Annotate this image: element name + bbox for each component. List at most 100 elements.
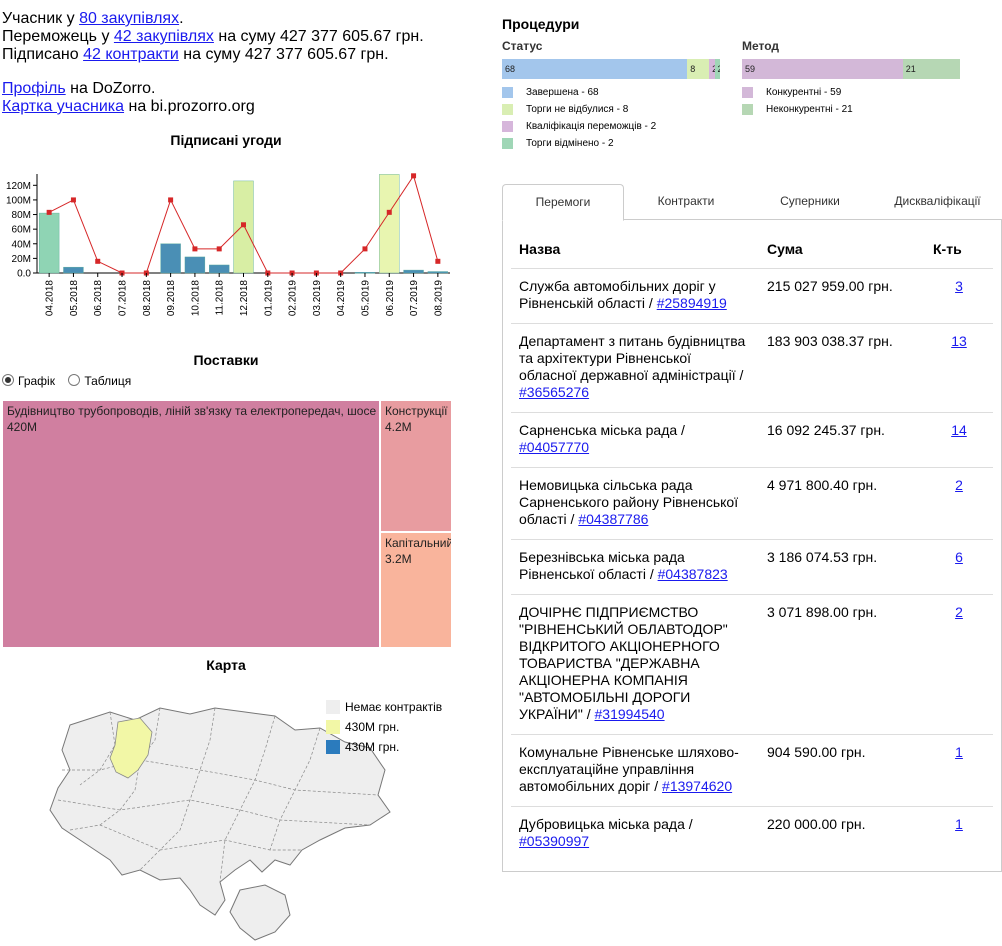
participation-link[interactable]: 80 закупівлях bbox=[79, 10, 180, 27]
signed-line-point-09.2018[interactable] bbox=[168, 197, 174, 203]
row-code-link[interactable]: #04387786 bbox=[578, 511, 649, 527]
status-bar-segment[interactable]: 8 bbox=[687, 59, 710, 79]
tab-competitors[interactable]: Суперники bbox=[780, 194, 840, 208]
row-sum: 3 071 898.00 грн. bbox=[759, 594, 925, 735]
row-code-link[interactable]: #36565276 bbox=[519, 384, 590, 400]
tab-wins[interactable]: Перемоги bbox=[502, 184, 624, 221]
y-tick-label: 0.0 bbox=[17, 269, 31, 280]
method-legend: Конкурентні - 59 Неконкурентні - 21 bbox=[742, 84, 853, 118]
map-region-rivne[interactable] bbox=[109, 717, 153, 779]
signed-line-point-06.2019[interactable] bbox=[386, 209, 392, 215]
method-bar-segment[interactable]: 21 bbox=[902, 59, 960, 79]
x-tick-label: 04.2019 bbox=[336, 280, 347, 317]
row-count-link[interactable]: 2 bbox=[955, 477, 963, 493]
row-count: 1 bbox=[925, 734, 993, 807]
wins-link[interactable]: 42 закупівлях bbox=[113, 28, 214, 45]
row-count-link[interactable]: 1 bbox=[955, 744, 963, 760]
signed-line-point-04.2018[interactable] bbox=[46, 209, 52, 215]
row-name: Дубровицька міська рада / #05390997 bbox=[511, 806, 759, 861]
signed-bar-09.2018[interactable] bbox=[160, 243, 181, 274]
status-bar-segment[interactable]: 2 bbox=[714, 59, 720, 79]
signed-line-point-07.2019[interactable] bbox=[411, 173, 417, 179]
row-count-link[interactable]: 14 bbox=[951, 422, 967, 438]
status-bar-segment[interactable]: 68 bbox=[502, 59, 688, 79]
treemap-cell-capital[interactable]: Капітальний 3.2M bbox=[380, 532, 452, 648]
signed-line-point-05.2019[interactable] bbox=[362, 246, 368, 252]
treemap-cell-constructions[interactable]: Конструкції 4.2M bbox=[380, 400, 452, 532]
row-count-link[interactable]: 13 bbox=[951, 333, 967, 349]
contracts-link[interactable]: 42 контракти bbox=[83, 46, 179, 63]
participant-card-link[interactable]: Картка учасника bbox=[2, 98, 125, 115]
header-sum[interactable]: Сума bbox=[759, 230, 925, 269]
status-bar: 68822 bbox=[502, 59, 720, 79]
summary-profile: Профіль на DoZorro. bbox=[2, 80, 156, 97]
signed-bar-11.2018[interactable] bbox=[209, 264, 230, 274]
participant-summary: Учасник у 80 закупівлях. Переможець у 42… bbox=[2, 10, 424, 116]
row-code-link[interactable]: #13974620 bbox=[662, 778, 733, 794]
view-toggle: Графік Таблиця bbox=[2, 374, 131, 388]
table-row: Комунальне Рівненське шляхово-експлуатац… bbox=[511, 734, 993, 807]
legend-label: Конкурентні - 59 bbox=[766, 87, 842, 98]
radio-table-dot[interactable] bbox=[68, 374, 81, 386]
map-legend-swatch-blue bbox=[326, 740, 340, 754]
row-count: 6 bbox=[925, 539, 993, 595]
dozorro-profile-link[interactable]: Профіль bbox=[2, 80, 66, 97]
signed-title: Підписані угоди bbox=[170, 132, 282, 148]
row-code-link[interactable]: #04057770 bbox=[519, 439, 590, 455]
procedures-title: Процедури bbox=[502, 16, 580, 32]
signed-bar-08.2019[interactable] bbox=[427, 271, 449, 274]
signed-line-point-06.2018[interactable] bbox=[95, 258, 101, 264]
row-code-link[interactable]: #31994540 bbox=[594, 706, 665, 722]
row-count: 13 bbox=[925, 323, 993, 413]
signed-line-point-11.2018[interactable] bbox=[216, 246, 222, 252]
row-code-link[interactable]: #05390997 bbox=[519, 833, 590, 849]
summary-wins: Переможець у 42 закупівлях на суму 427 3… bbox=[2, 28, 424, 45]
header-name[interactable]: Назва bbox=[511, 230, 759, 269]
status-legend-item: Завершена - 68 bbox=[502, 84, 656, 101]
row-count-link[interactable]: 3 bbox=[955, 278, 963, 294]
legend-swatch bbox=[502, 137, 513, 149]
status-bar-segment[interactable]: 2 bbox=[709, 59, 715, 79]
tab-contracts[interactable]: Контракти bbox=[657, 194, 715, 208]
status-legend-item: Торги не відбулися - 8 bbox=[502, 101, 656, 118]
row-count-link[interactable]: 2 bbox=[955, 604, 963, 620]
signed-line-point-05.2018[interactable] bbox=[70, 197, 76, 203]
radio-table[interactable]: Таблиця bbox=[68, 374, 131, 388]
row-count-link[interactable]: 6 bbox=[955, 549, 963, 565]
status-legend-item: Кваліфікація переможців - 2 bbox=[502, 118, 656, 135]
signed-line-point-12.2018[interactable] bbox=[241, 222, 246, 228]
map-legend-yellow: 430M грн. bbox=[326, 717, 442, 737]
method-bar-segment[interactable]: 59 bbox=[742, 59, 903, 79]
signed-line-point-10.2018[interactable] bbox=[192, 246, 198, 252]
row-sum: 220 000.00 грн. bbox=[759, 806, 925, 861]
signed-bar-10.2018[interactable] bbox=[184, 256, 206, 274]
y-tick-label: 20M bbox=[12, 254, 31, 265]
row-count-link[interactable]: 1 bbox=[955, 816, 963, 832]
status-title: Статус bbox=[502, 39, 543, 53]
treemap-cell-pipelines[interactable]: Будівництво трубопроводів, ліній зв'язку… bbox=[2, 400, 380, 648]
table-row: Служба автомобільних доріг у Рівненській… bbox=[511, 268, 993, 324]
legend-swatch bbox=[502, 86, 513, 98]
tab-disqualifications[interactable]: Дискваліфікації bbox=[894, 194, 981, 208]
table-row: Сарненська міська рада / #04057770 16 092… bbox=[511, 412, 993, 468]
radio-chart[interactable]: Графік bbox=[2, 374, 55, 388]
signed-line-point-08.2019[interactable] bbox=[435, 258, 441, 264]
x-tick-label: 02.2019 bbox=[288, 280, 299, 317]
header-count[interactable]: К-ть bbox=[925, 230, 993, 269]
signed-bar-04.2018[interactable] bbox=[38, 212, 60, 274]
legend-label: Кваліфікація переможців - 2 bbox=[526, 121, 657, 132]
y-tick-label: 40M bbox=[12, 239, 31, 250]
map-region-borders bbox=[57, 707, 379, 883]
map-legend-swatch-yellow bbox=[326, 720, 340, 734]
signed-bar-07.2019[interactable] bbox=[403, 269, 424, 274]
row-code-link[interactable]: #04387823 bbox=[657, 566, 728, 582]
table-row: ДОЧІРНЄ ПІДПРИЄМСТВО "РІВНЕНСЬКИЙ ОБЛАВТ… bbox=[511, 594, 993, 735]
x-tick-label: 05.2019 bbox=[360, 280, 371, 317]
y-tick-label: 60M bbox=[12, 225, 31, 236]
row-sum: 183 903 038.37 грн. bbox=[759, 323, 925, 413]
wins-header-row: Назва Сума К-ть bbox=[511, 230, 993, 269]
radio-chart-dot[interactable] bbox=[2, 374, 14, 386]
signed-bar-05.2018[interactable] bbox=[63, 266, 84, 274]
x-tick-label: 04.2018 bbox=[45, 280, 56, 317]
row-code-link[interactable]: #25894919 bbox=[656, 295, 727, 311]
